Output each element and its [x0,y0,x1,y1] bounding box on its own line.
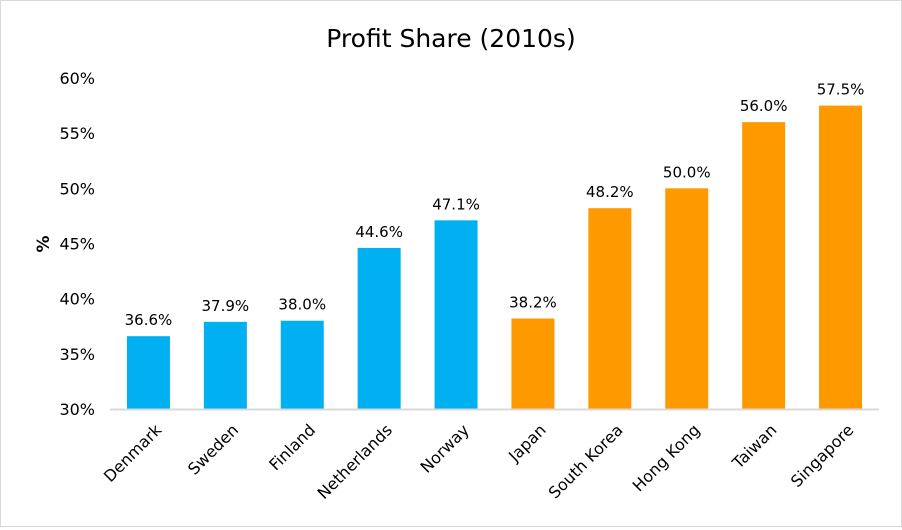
data-labels: 36.6% 37.9% 38.0% 44.6% 47.1% 38.2% 48.2% 50.0%… [125,81,865,330]
x-tick-label: South Korea [545,420,627,502]
x-tick-label: Norway [417,420,473,476]
x-tick-label: Japan [504,420,550,466]
y-axis: 30% 35% 40% 45% 50% 55% 60% [59,69,95,419]
bars [126,105,863,409]
y-tick-label: 50% [59,179,95,198]
data-label: 47.1% [432,195,480,213]
bar-netherlands [357,247,401,409]
chart-title: Profit Share (2010s) [326,24,575,53]
data-label: 37.9% [202,297,250,315]
x-tick-label: Taiwan [728,420,781,473]
y-tick-label: 40% [59,290,95,309]
y-axis-label: % [34,235,54,252]
bar-south-korea [588,208,632,409]
data-label: 36.6% [125,311,173,329]
x-tick-label: Hong Kong [629,420,704,495]
x-tick-label: Singapore [787,420,858,491]
y-tick-label: 30% [59,400,95,419]
data-label: 38.2% [509,294,557,312]
bar-sweden [203,321,247,409]
bar-singapore [819,105,863,409]
bar-norway [434,220,478,409]
bar-finland [280,320,324,409]
y-tick-label: 55% [59,124,95,143]
bar-japan [511,318,555,409]
data-label: 50.0% [663,163,711,181]
data-label: 44.6% [355,223,403,241]
data-label: 48.2% [586,183,634,201]
y-tick-label: 45% [59,235,95,254]
data-label: 56.0% [740,97,788,115]
x-tick-label: Netherlands [314,420,396,502]
x-tick-label: Denmark [100,420,166,486]
x-tick-label: Finland [265,420,319,474]
bar-denmark [126,336,170,409]
bar-hong-kong [665,188,709,409]
data-label: 38.0% [278,296,326,314]
bar-taiwan [742,122,786,409]
y-tick-label: 35% [59,345,95,364]
data-label: 57.5% [817,81,865,99]
y-tick-label: 60% [59,69,95,88]
x-tick-label: Sweden [184,420,242,478]
